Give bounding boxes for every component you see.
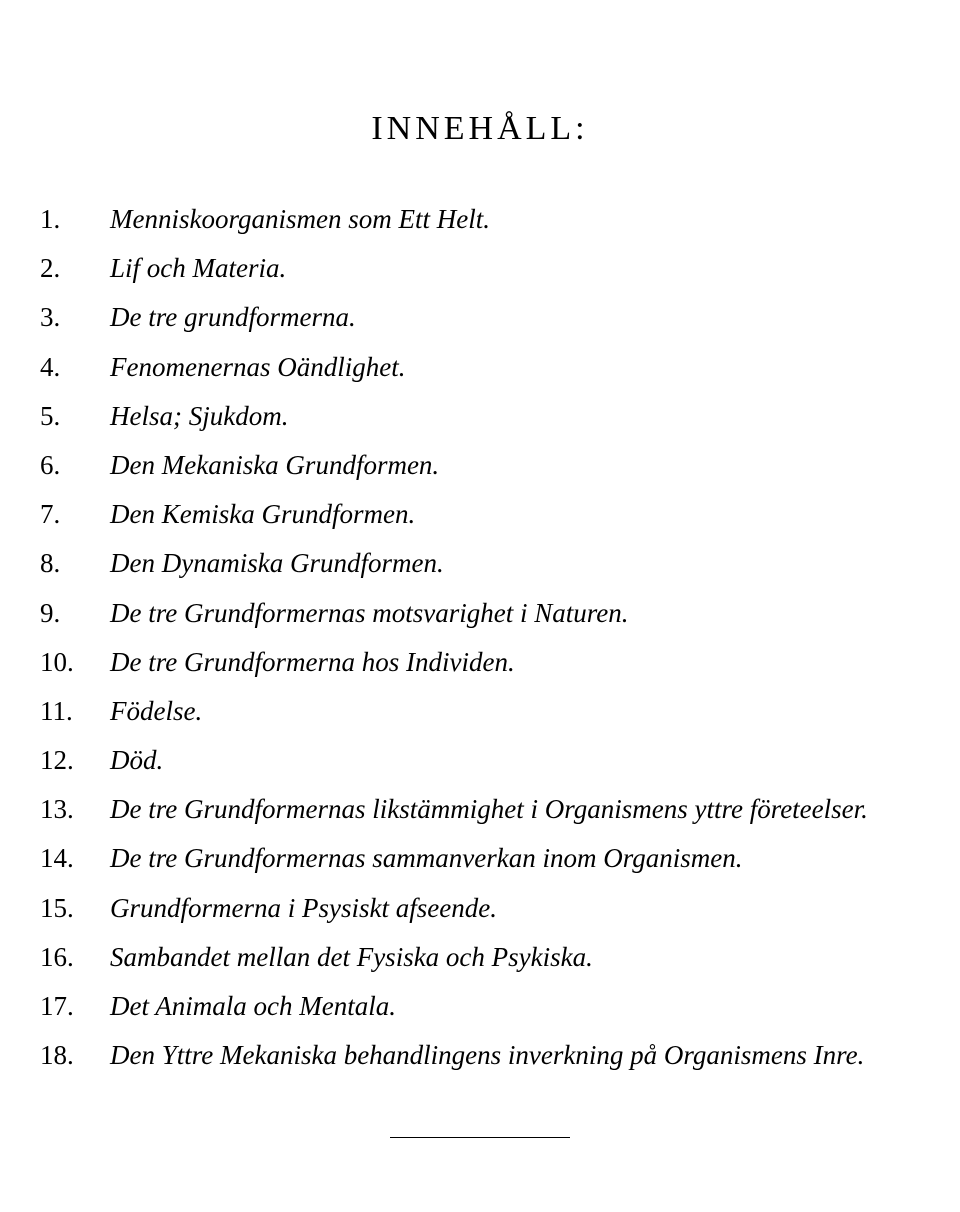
toc-row: 16. Sambandet mellan det Fysiska och Psy… [40,936,920,979]
toc-number: 1. [40,198,110,241]
toc-row: 10. De tre Grundformerna hos Individen. [40,641,920,684]
toc-number: 9. [40,592,110,635]
toc-entry: De tre Grundformernas likstämmighet i Or… [110,788,920,831]
toc-row: 3. De tre grundformerna. [40,296,920,339]
toc-row: 4. Fenomenernas Oändlighet. [40,346,920,389]
toc-row: 14. De tre Grundformernas sammanverkan i… [40,837,920,880]
toc-row: 7. Den Kemiska Grundformen. [40,493,920,536]
toc-entry: Fenomenernas Oändlighet. [110,346,920,389]
page: INNEHÅLL: 1. Menniskoorganismen som Ett … [0,0,960,1212]
toc-entry: Lif och Materia. [110,247,920,290]
toc-row: 5. Helsa; Sjukdom. [40,395,920,438]
toc-row: 18. Den Yttre Mekaniska behandlingens in… [40,1034,920,1077]
toc-row: 6. Den Mekaniska Grundformen. [40,444,920,487]
toc-number: 15. [40,887,110,930]
toc-row: 13. De tre Grundformernas likstämmighet … [40,788,920,831]
toc-entry: De tre Grundformernas sammanverkan inom … [110,837,920,880]
toc-entry: Död. [110,739,920,782]
toc-row: 2. Lif och Materia. [40,247,920,290]
toc-row: 15. Grundformerna i Psysiskt afseende. [40,887,920,930]
toc-number: 10. [40,641,110,684]
toc-title: INNEHÅLL: [40,110,920,148]
toc-row: 12. Död. [40,739,920,782]
toc-number: 13. [40,788,110,831]
toc-entry: Sambandet mellan det Fysiska och Psykisk… [110,936,920,979]
toc-number: 11. [40,690,110,733]
toc-row: 8. Den Dynamiska Grundformen. [40,542,920,585]
toc-number: 16. [40,936,110,979]
toc-row: 11. Födelse. [40,690,920,733]
toc-row: 17. Det Animala och Mentala. [40,985,920,1028]
toc-row: 9. De tre Grundformernas motsvarighet i … [40,592,920,635]
toc-number: 18. [40,1034,110,1077]
toc-entry: Menniskoorganismen som Ett Helt. [110,198,920,241]
toc-number: 17. [40,985,110,1028]
toc-entry: Den Dynamiska Grundformen. [110,542,920,585]
toc-number: 7. [40,493,110,536]
toc-entry: Den Yttre Mekaniska behandlingens inverk… [110,1034,920,1077]
toc-number: 8. [40,542,110,585]
toc-number: 3. [40,296,110,339]
toc-entry: De tre Grundformerna hos Individen. [110,641,920,684]
toc-number: 12. [40,739,110,782]
toc-number: 2. [40,247,110,290]
toc-entry: Grundformerna i Psysiskt afseende. [110,887,920,930]
toc-list: 1. Menniskoorganismen som Ett Helt. 2. L… [40,198,920,1077]
toc-entry: Den Mekaniska Grundformen. [110,444,920,487]
divider-rule [390,1137,570,1138]
toc-row: 1. Menniskoorganismen som Ett Helt. [40,198,920,241]
toc-number: 5. [40,395,110,438]
toc-number: 6. [40,444,110,487]
toc-entry: Födelse. [110,690,920,733]
toc-number: 4. [40,346,110,389]
toc-entry: Det Animala och Mentala. [110,985,920,1028]
toc-number: 14. [40,837,110,880]
toc-entry: Den Kemiska Grundformen. [110,493,920,536]
toc-entry: De tre grundformerna. [110,296,920,339]
toc-entry: Helsa; Sjukdom. [110,395,920,438]
toc-entry: De tre Grundformernas motsvarighet i Nat… [110,592,920,635]
